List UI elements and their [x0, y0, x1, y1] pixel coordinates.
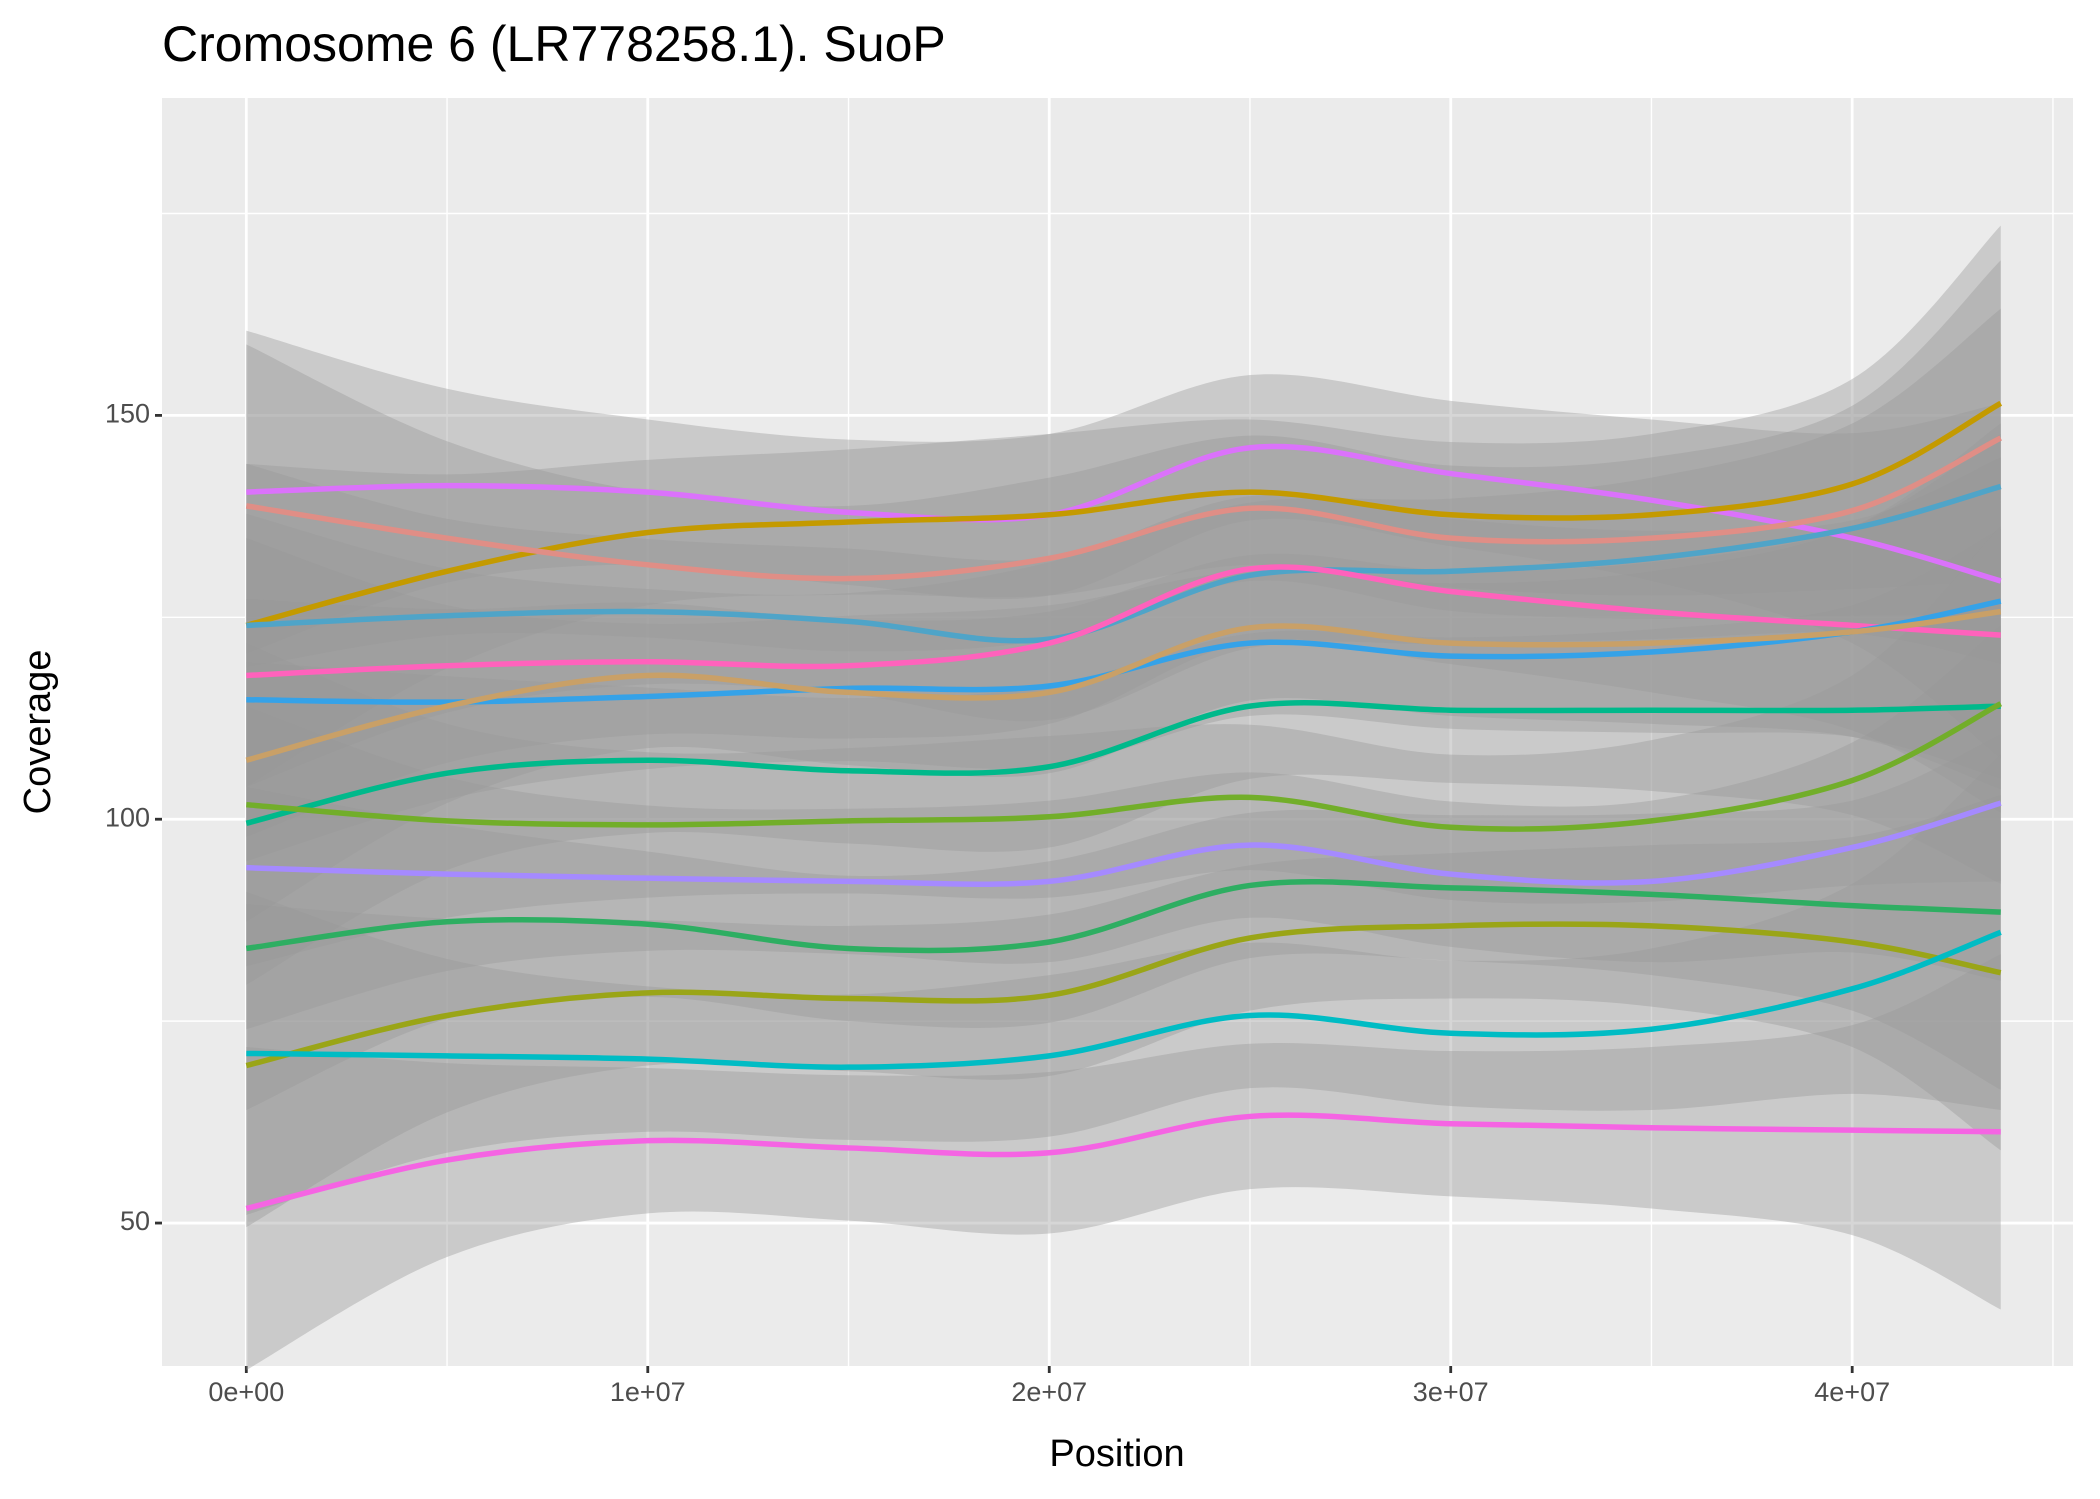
series-line: [245, 1112, 2001, 1212]
series-line: [246, 483, 2002, 644]
y-tick-label: 50: [120, 1206, 150, 1236]
x-tick-label: 3e+07: [1413, 1377, 1489, 1407]
x-axis-title: Position: [1049, 1433, 1184, 1475]
series-line: [245, 699, 2001, 826]
x-tick-label: 2e+07: [1011, 1377, 1087, 1407]
confidence-band: [246, 423, 2001, 862]
x-tick-label: 1e+07: [610, 1377, 686, 1407]
series-line: [245, 435, 2002, 582]
series-line: [246, 800, 2002, 887]
confidence-band: [246, 308, 2001, 787]
confidence-band: [246, 754, 2001, 1215]
y-axis-title: Coverage: [17, 650, 59, 815]
series-line: [245, 878, 2001, 954]
series-line: [245, 608, 2002, 763]
series-line: [246, 701, 2003, 832]
x-tick-label: 4e+07: [1814, 1377, 1890, 1407]
confidence-band: [246, 433, 2001, 922]
y-tick-label: 100: [105, 802, 150, 832]
confidence-band: [246, 954, 2001, 1371]
confidence-band: [246, 457, 2001, 837]
chart-title: Cromosome 6 (LR778258.1). SuoP: [162, 16, 946, 72]
y-tick-label: 150: [105, 399, 150, 429]
confidence-band: [246, 794, 2001, 1228]
series-line: [246, 443, 2002, 584]
series-line: [246, 564, 2001, 679]
series-line: [245, 921, 2002, 1069]
confidence-band: [246, 330, 2001, 759]
series-line: [246, 929, 2002, 1070]
x-tick-label: 0e+00: [208, 1377, 284, 1407]
